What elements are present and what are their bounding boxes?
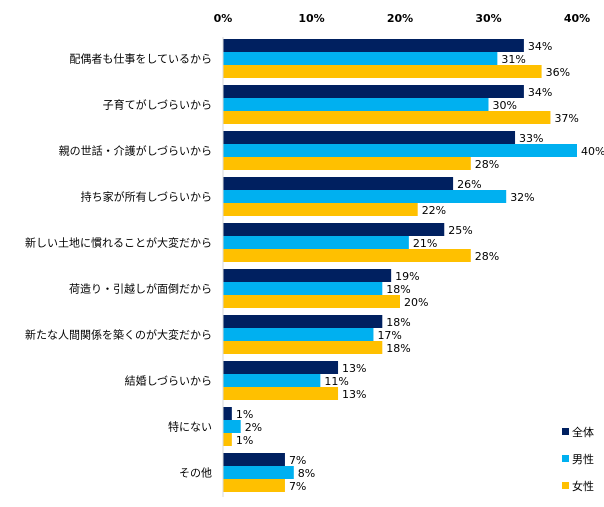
bar-全体 xyxy=(223,131,516,144)
bar-男性 xyxy=(223,144,577,157)
data-label: 19% xyxy=(395,270,419,283)
legend-swatch xyxy=(562,455,569,462)
bar-全体 xyxy=(223,177,454,190)
bar-女性 xyxy=(223,249,471,262)
bar-全体 xyxy=(223,315,383,328)
data-label: 36% xyxy=(546,66,570,79)
data-label: 34% xyxy=(528,86,552,99)
data-label: 28% xyxy=(475,250,499,263)
bar-全体 xyxy=(223,407,232,420)
data-label: 13% xyxy=(342,362,366,375)
bar-男性 xyxy=(223,98,489,111)
bar-男性 xyxy=(223,328,374,341)
bar-女性 xyxy=(223,111,551,124)
legend-label: 女性 xyxy=(572,479,594,493)
bar-全体 xyxy=(223,269,392,282)
bar-女性 xyxy=(223,203,418,216)
data-label: 18% xyxy=(386,316,410,329)
bar-女性 xyxy=(223,341,383,354)
legend-label: 全体 xyxy=(572,425,594,439)
category-label: 持ち家が所有しづらいから xyxy=(81,190,212,204)
data-label: 30% xyxy=(493,99,517,112)
category-label: 新しい土地に慣れることが大変だから xyxy=(25,236,212,250)
legend-swatch xyxy=(562,482,569,489)
legend-swatch xyxy=(562,428,569,435)
x-tick-label: 40% xyxy=(564,12,590,25)
bar-女性 xyxy=(223,479,285,492)
category-label: 子育てがしづらいから xyxy=(103,98,212,112)
data-label: 17% xyxy=(377,329,401,342)
bar-男性 xyxy=(223,236,409,249)
x-tick-label: 20% xyxy=(387,12,413,25)
data-label: 31% xyxy=(501,53,525,66)
bar-女性 xyxy=(223,295,400,308)
bar-女性 xyxy=(223,65,542,78)
bar-男性 xyxy=(223,190,507,203)
category-label: その他 xyxy=(179,467,212,480)
category-label: 配偶者も仕事をしているから xyxy=(69,53,212,66)
bar-男性 xyxy=(223,52,498,65)
data-label: 28% xyxy=(475,158,499,171)
data-label: 13% xyxy=(342,388,366,401)
data-label: 37% xyxy=(554,112,578,125)
bar-女性 xyxy=(223,433,232,446)
bar-男性 xyxy=(223,466,294,479)
bar-全体 xyxy=(223,39,524,52)
data-label: 26% xyxy=(457,178,481,191)
category-label: 特にない xyxy=(168,420,212,434)
category-label: 結婚しづらいから xyxy=(125,374,212,388)
data-label: 18% xyxy=(386,342,410,355)
bar-男性 xyxy=(223,420,241,433)
bar-男性 xyxy=(223,282,383,295)
category-label: 親の世話・介護がしづらいから xyxy=(59,144,212,158)
x-tick-label: 30% xyxy=(475,12,501,25)
data-label: 1% xyxy=(236,434,253,447)
data-label: 21% xyxy=(413,237,437,250)
bar-女性 xyxy=(223,387,339,400)
category-label: 荷造り・引越しが面倒だから xyxy=(69,282,212,296)
data-label: 1% xyxy=(236,408,253,421)
data-label: 20% xyxy=(404,296,428,309)
bar-全体 xyxy=(223,85,524,98)
bar-女性 xyxy=(223,157,471,170)
data-label: 11% xyxy=(324,375,348,388)
bar-全体 xyxy=(223,453,285,466)
bar-全体 xyxy=(223,223,445,236)
bar-男性 xyxy=(223,374,321,387)
x-tick-label: 0% xyxy=(214,12,233,25)
data-label: 25% xyxy=(448,224,472,237)
data-label: 40% xyxy=(581,145,604,158)
data-label: 7% xyxy=(289,454,306,467)
data-label: 33% xyxy=(519,132,543,145)
data-label: 34% xyxy=(528,40,552,53)
category-label: 新たな人間関係を築くのが大変だから xyxy=(25,328,212,342)
data-label: 2% xyxy=(245,421,262,434)
data-label: 8% xyxy=(298,467,315,480)
data-label: 32% xyxy=(510,191,534,204)
data-label: 22% xyxy=(422,204,446,217)
legend-label: 男性 xyxy=(572,452,594,466)
data-label: 7% xyxy=(289,480,306,493)
x-tick-label: 10% xyxy=(298,12,324,25)
data-label: 18% xyxy=(386,283,410,296)
bar-全体 xyxy=(223,361,339,374)
